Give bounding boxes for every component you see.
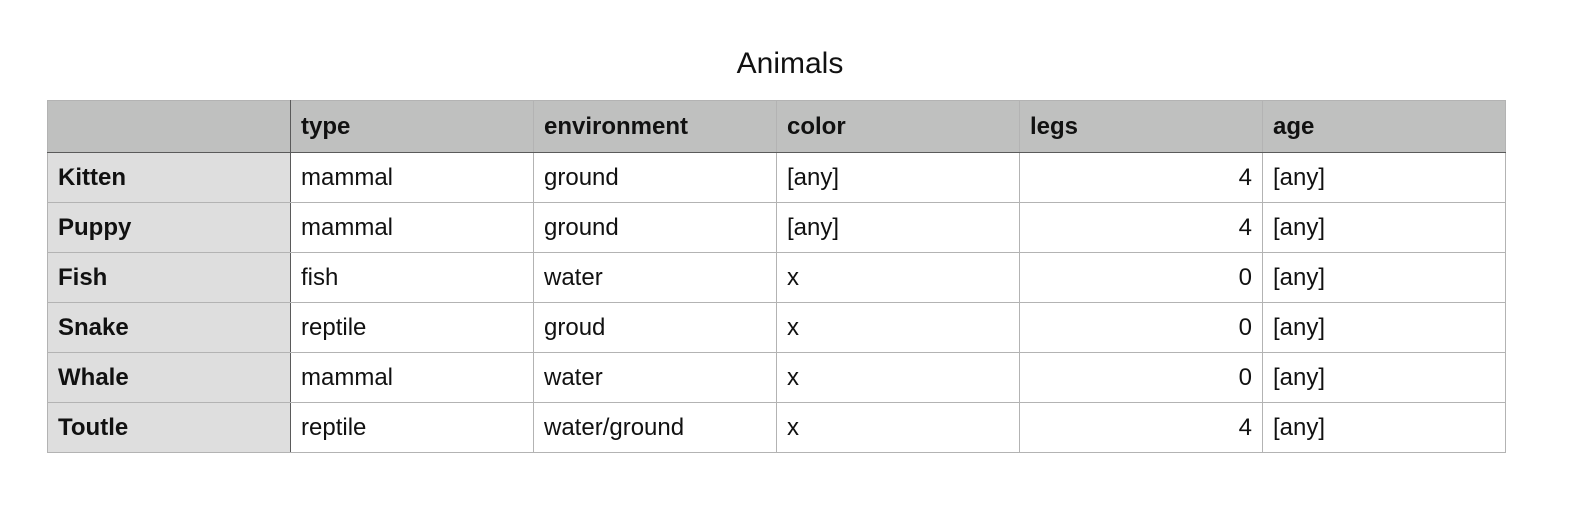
cell-legs: 4 (1019, 202, 1263, 253)
table-row: Fish fish water x 0 [any] (47, 252, 1506, 303)
table-row: Toutle reptile water/ground x 4 [any] (47, 402, 1506, 453)
row-header: Kitten (47, 152, 291, 203)
row-header: Whale (47, 352, 291, 403)
cell-environment: ground (533, 202, 777, 253)
table-row: Snake reptile groud x 0 [any] (47, 302, 1506, 353)
table-row: Puppy mammal ground [any] 4 [any] (47, 202, 1506, 253)
cell-type: reptile (290, 402, 534, 453)
row-header: Puppy (47, 202, 291, 253)
header-row: type environment color legs age (47, 100, 1506, 153)
cell-type: mammal (290, 202, 534, 253)
cell-age: [any] (1262, 302, 1506, 353)
row-header: Toutle (47, 402, 291, 453)
corner-cell (47, 100, 291, 153)
cell-color: x (776, 402, 1020, 453)
cell-legs: 0 (1019, 252, 1263, 303)
cell-age: [any] (1262, 152, 1506, 203)
cell-type: mammal (290, 352, 534, 403)
row-header: Snake (47, 302, 291, 353)
cell-environment: water (533, 352, 777, 403)
cell-type: fish (290, 252, 534, 303)
column-header-age: age (1262, 100, 1506, 153)
cell-legs: 4 (1019, 402, 1263, 453)
cell-color: x (776, 352, 1020, 403)
cell-environment: water/ground (533, 402, 777, 453)
cell-age: [any] (1262, 402, 1506, 453)
animals-table: type environment color legs age Kitten m… (47, 100, 1506, 453)
column-header-type: type (290, 100, 534, 153)
table-row: Kitten mammal ground [any] 4 [any] (47, 152, 1506, 203)
cell-color: x (776, 252, 1020, 303)
cell-age: [any] (1262, 352, 1506, 403)
cell-color: x (776, 302, 1020, 353)
table-row: Whale mammal water x 0 [any] (47, 352, 1506, 403)
column-header-color: color (776, 100, 1020, 153)
cell-type: reptile (290, 302, 534, 353)
row-header: Fish (47, 252, 291, 303)
cell-color: [any] (776, 202, 1020, 253)
cell-environment: ground (533, 152, 777, 203)
cell-legs: 0 (1019, 302, 1263, 353)
cell-environment: groud (533, 302, 777, 353)
cell-legs: 0 (1019, 352, 1263, 403)
cell-environment: water (533, 252, 777, 303)
cell-legs: 4 (1019, 152, 1263, 203)
column-header-environment: environment (533, 100, 777, 153)
cell-color: [any] (776, 152, 1020, 203)
table-title: Animals (736, 47, 844, 80)
cell-age: [any] (1262, 202, 1506, 253)
cell-age: [any] (1262, 252, 1506, 303)
cell-type: mammal (290, 152, 534, 203)
column-header-legs: legs (1019, 100, 1263, 153)
